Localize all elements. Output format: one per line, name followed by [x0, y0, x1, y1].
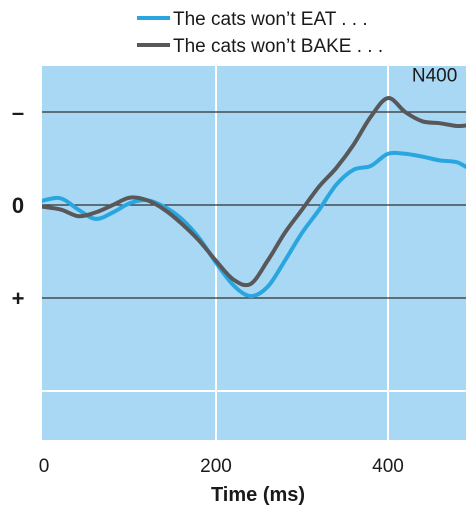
y-tick-label: 0	[12, 193, 24, 218]
y-tick-label: +	[12, 286, 25, 311]
n400-annotation: N400	[412, 66, 457, 87]
legend: The cats won’t EAT . . . The cats won’t B…	[137, 9, 383, 57]
series-line-eat	[42, 150, 466, 299]
series-line-bake	[42, 96, 466, 288]
plot-background	[42, 66, 466, 440]
x-axis-ticks: 0200400600800	[39, 456, 404, 477]
legend-label: The cats won’t BAKE . . .	[173, 36, 383, 57]
legend-label: The cats won’t EAT . . .	[173, 9, 368, 30]
x-tick-label: 0	[39, 456, 50, 477]
x-tick-label: 400	[372, 456, 404, 477]
y-axis-ticks: – 0 +	[12, 100, 25, 311]
y-tick-label: –	[12, 100, 24, 125]
series-layer	[42, 96, 466, 299]
x-axis-label: Time (ms)	[211, 484, 305, 506]
x-tick-label: 200	[200, 456, 232, 477]
